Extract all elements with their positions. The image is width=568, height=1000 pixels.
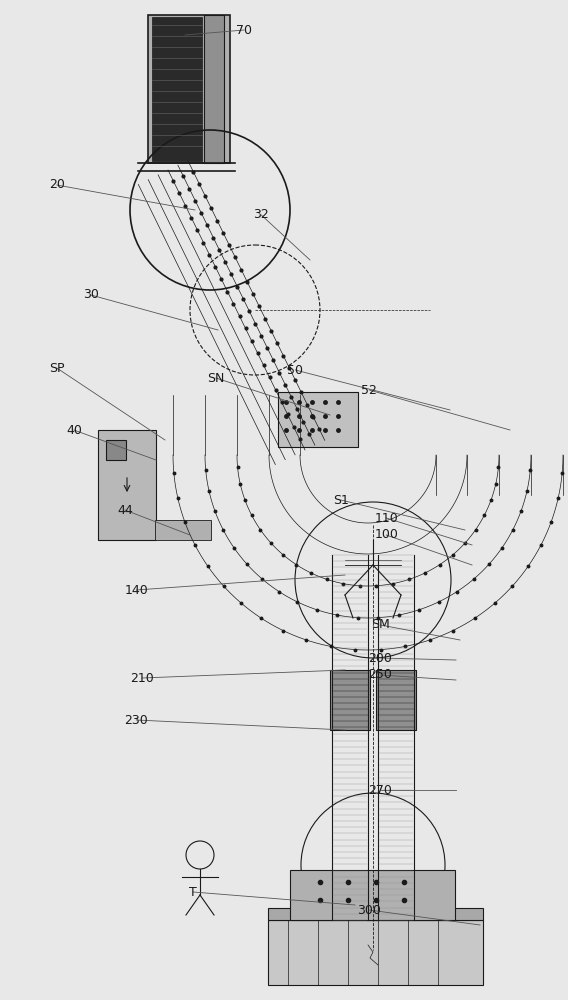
Bar (268, 908, 483, 920)
Text: 52: 52 (361, 383, 377, 396)
Text: SN: SN (207, 371, 224, 384)
Text: 140: 140 (124, 584, 148, 596)
Text: 50: 50 (287, 363, 303, 376)
Bar (148, 15, 230, 163)
Text: S1: S1 (333, 493, 349, 506)
Text: SP: SP (49, 361, 65, 374)
Bar (290, 870, 455, 920)
Text: SM: SM (371, 618, 390, 632)
Text: 40: 40 (66, 424, 82, 436)
Text: 230: 230 (124, 714, 148, 726)
Bar (278, 392, 358, 447)
Text: 110: 110 (374, 512, 398, 524)
Text: 200: 200 (369, 652, 392, 664)
Text: 20: 20 (49, 178, 65, 192)
Bar (268, 920, 483, 985)
Text: 44: 44 (117, 504, 133, 516)
Text: 100: 100 (374, 528, 398, 542)
Text: 300: 300 (357, 904, 381, 916)
Bar (98, 430, 156, 540)
Bar (155, 520, 211, 540)
Text: 210: 210 (130, 672, 154, 684)
Bar (204, 15, 224, 163)
Text: 70: 70 (236, 23, 252, 36)
Bar (376, 670, 416, 730)
Text: 32: 32 (253, 209, 269, 222)
Bar (106, 440, 126, 460)
Bar (152, 17, 202, 161)
Bar (330, 670, 370, 730)
Text: 270: 270 (369, 784, 392, 796)
Text: 30: 30 (83, 288, 99, 302)
Text: T: T (189, 886, 197, 898)
Text: 250: 250 (369, 668, 392, 682)
